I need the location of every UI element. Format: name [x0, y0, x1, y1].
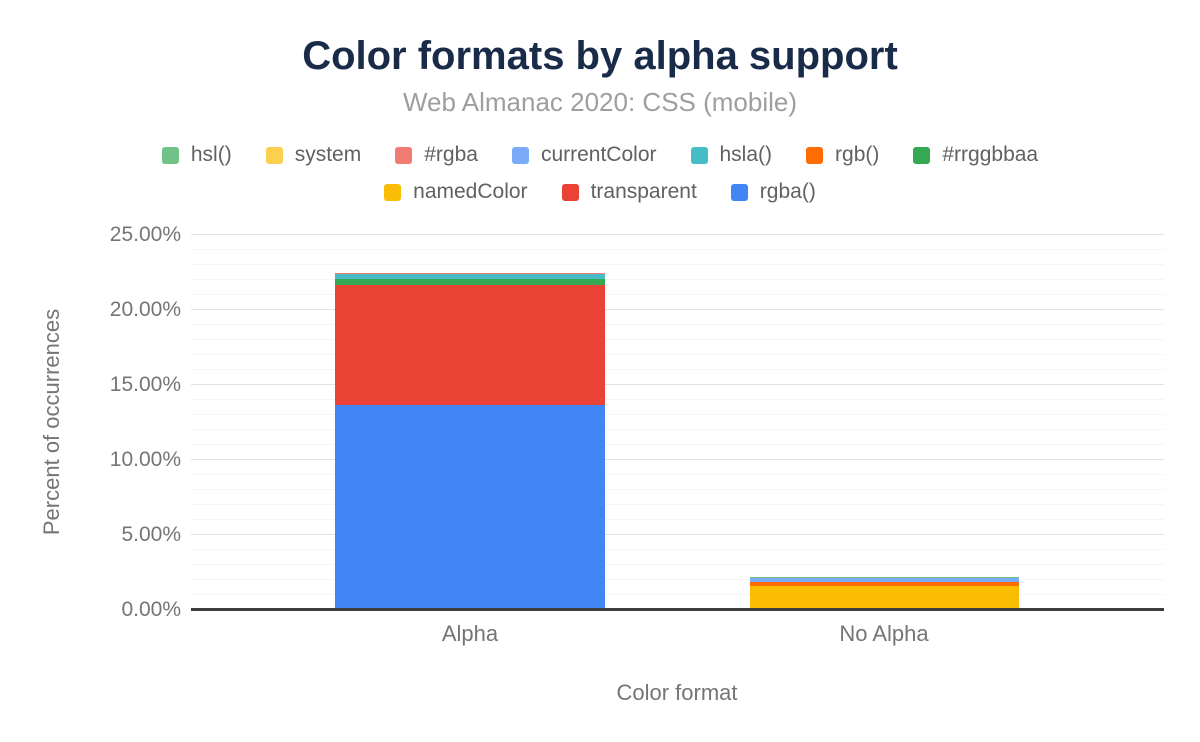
y-tick-label: 10.00% [109, 448, 181, 471]
legend-label: rgba() [759, 180, 816, 203]
legend-swatch-icon [395, 146, 413, 164]
legend-swatch-icon [690, 146, 708, 164]
legend-label: #rgba [424, 143, 478, 166]
legend-swatch-icon [730, 183, 748, 201]
y-axis-title: Percent of occurrences [39, 308, 64, 536]
legend-item: transparent [561, 180, 697, 204]
plot-area [191, 220, 1164, 610]
gridline-minor [191, 579, 1164, 580]
bar-segment[interactable] [335, 279, 605, 285]
x-axis-title: Color format [616, 680, 738, 705]
gridline-minor [191, 489, 1164, 490]
bar-segment[interactable] [750, 585, 1019, 610]
legend-swatch-icon [913, 146, 931, 164]
legend-item: namedColor [384, 180, 528, 204]
gridline-major [191, 234, 1164, 235]
gridline-minor [191, 279, 1164, 280]
gridline-major [191, 309, 1164, 310]
legend-label: #rrggbbaa [942, 143, 1039, 166]
gridline-minor [191, 564, 1164, 565]
legend-item: system [265, 143, 362, 167]
gridline-major [191, 384, 1164, 385]
gridline-minor [191, 294, 1164, 295]
x-tick-label: Alpha [441, 621, 499, 646]
gridline-minor [191, 504, 1164, 505]
y-tick-label: 15.00% [109, 373, 181, 396]
x-tick-label: No Alpha [839, 621, 929, 646]
legend-label: transparent [590, 180, 697, 203]
legend-swatch-icon [161, 146, 179, 164]
gridline-major [191, 534, 1164, 535]
legend-item: #rgba [395, 143, 478, 167]
gridline-minor [191, 519, 1164, 520]
legend-swatch-icon [806, 146, 824, 164]
chart-subtitle: Web Almanac 2020: CSS (mobile) [402, 87, 798, 117]
legend-label: hsl() [190, 143, 232, 166]
legend-item: currentColor [511, 143, 657, 167]
legend-item: #rrggbbaa [913, 143, 1038, 167]
gridline-minor [191, 444, 1164, 445]
x-axis-baseline [191, 608, 1164, 611]
legend-swatch-icon [265, 146, 283, 164]
gridline-minor [191, 264, 1164, 265]
legend-item: hsl() [161, 143, 232, 167]
legend-label: rgb() [835, 143, 880, 166]
gridline-minor [191, 369, 1164, 370]
legend-row: hsl() system #rgba currentColor hsla() rgb() #… [145, 143, 1055, 167]
gridline-minor [191, 339, 1164, 340]
gridline-minor [191, 354, 1164, 355]
gridline-minor [191, 324, 1164, 325]
gridline-minor [191, 399, 1164, 400]
bar-segment[interactable] [750, 577, 1019, 582]
legend-swatch-icon [384, 183, 402, 201]
y-tick-label: 20.00% [109, 298, 181, 321]
y-tick-label: 5.00% [121, 523, 181, 546]
gridline-minor [191, 474, 1164, 475]
gridline-minor [191, 429, 1164, 430]
chart-title: Color formats by alpha support [302, 34, 898, 78]
bar-segment[interactable] [335, 273, 605, 280]
legend-swatch-icon [511, 146, 529, 164]
legend-swatch-icon [561, 183, 579, 201]
gridline-major [191, 459, 1164, 460]
legend-label: currentColor [540, 143, 657, 166]
legend-item: rgb() [806, 143, 879, 167]
legend-label: hsla() [719, 143, 773, 166]
legend-item: hsla() [690, 143, 773, 167]
bar-segment[interactable] [335, 404, 605, 610]
bar-segment[interactable] [750, 581, 1019, 586]
y-tick-label: 0.00% [121, 598, 181, 621]
gridline-minor [191, 249, 1164, 250]
legend-label: system [294, 143, 362, 166]
gridline-minor [191, 414, 1164, 415]
gridline-minor [191, 549, 1164, 550]
y-tick-label: 25.00% [109, 223, 181, 246]
legend-item: rgba() [730, 180, 816, 204]
legend-row: namedColor transparent rgba() [367, 180, 833, 204]
gridline-minor [191, 594, 1164, 595]
legend: hsl() system #rgba currentColor hsla() rgb() #… [0, 143, 1200, 204]
legend-label: namedColor [413, 180, 528, 203]
bar-segment[interactable] [335, 284, 605, 405]
